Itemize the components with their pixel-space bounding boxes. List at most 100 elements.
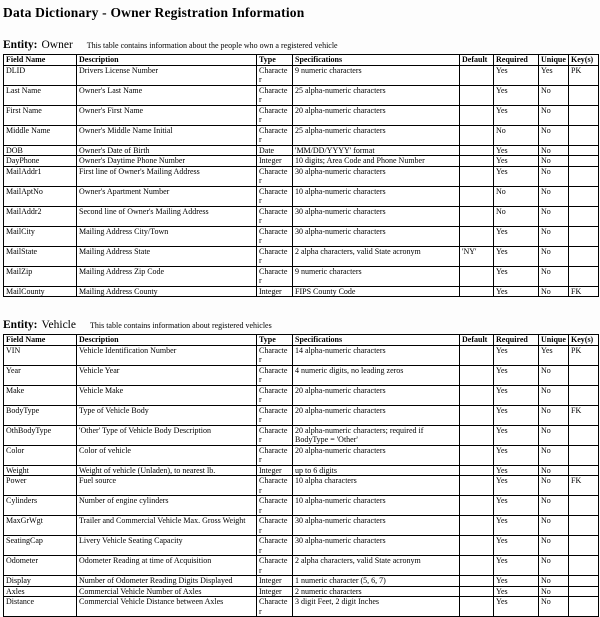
cell [459,124,494,146]
table-row: Weight Weight of vehicle (Unladen), to ne… [3,464,599,476]
cell: Character [256,404,293,426]
cell: 10 alpha-numeric characters [292,495,460,516]
cell: Yes [538,344,569,366]
cell: 'NY' [459,245,494,267]
header-row: Field Name Description Type Specifications D… [3,54,599,66]
cell: Second line of Owner's Mailing Address [76,205,257,227]
cell: Owner's Last Name [76,84,257,106]
cell: 10 alpha characters [292,475,460,496]
column-header: Default [459,54,494,66]
entity-label: Entity: [3,39,38,51]
cell: Integer [256,585,293,597]
cell: FK [568,404,599,426]
cell: No [538,205,569,227]
cell: No [538,475,569,496]
cell: Integer [256,464,293,476]
table-row: BodyType Type of Vehicle Body Character 20 … [3,404,599,426]
cell: Mailing Address County [76,285,257,297]
cell: Integer [256,285,293,297]
cell [459,285,494,297]
cell: Character [256,444,293,466]
cell: No [538,585,569,597]
cell: VIN [3,344,77,366]
table-row: MaxGrWgt Trailer and Commercial Vehicle M… [3,515,599,536]
cell [568,515,599,536]
cell: 'Other' Type of Vehicle Body Description [76,424,257,446]
cell: Odometer [3,555,77,576]
cell: Yes [493,155,539,167]
owner-table: Field Name Description Type Specifications D… [3,54,599,297]
column-header: Unique [538,54,569,66]
cell: No [538,245,569,267]
table-row: MailZip Mailing Address Zip Code Character… [3,265,599,287]
cell: 30 alpha-numeric characters [292,225,460,247]
entity-heading-vehicle: Entity: Vehicle This table contains info… [3,315,597,333]
cell: MailState [3,245,77,267]
cell [459,185,494,207]
cell: 1 numeric character (5, 6, 7) [292,575,460,587]
cell [459,475,494,496]
cell [568,464,599,476]
cell: 25 alpha-numeric characters [292,124,460,146]
cell [459,424,494,446]
cell: No [538,404,569,426]
table-row: MailCounty Mailing Address County Integer F… [3,285,599,297]
cell: No [538,265,569,287]
cell [568,155,599,167]
cell: No [538,124,569,146]
cell: Yes [493,265,539,287]
cell: Character [256,384,293,406]
cell: Last Name [3,84,77,106]
cell: Owner's Date of Birth [76,144,257,156]
cell: 30 alpha-numeric characters [292,165,460,187]
cell: Yes [493,444,539,466]
table-row: Power Fuel source Character 10 alpha charac… [3,475,599,496]
cell: up to 6 digits [292,464,460,476]
cell: Cylinders [3,495,77,516]
cell: Display [3,575,77,587]
cell [459,404,494,426]
cell [568,444,599,466]
cell: 2 numeric characters [292,585,460,597]
cell: BodyType [3,404,77,426]
cell: No [538,144,569,156]
cell: Distance [3,596,77,617]
column-header: Specifications [292,334,460,346]
cell [459,575,494,587]
table-row: First Name Owner's First Name Character 20 … [3,104,599,126]
cell: Character [256,245,293,267]
cell: Character [256,596,293,617]
cell: Character [256,84,293,106]
column-header: Key(s) [568,334,599,346]
cell: No [493,205,539,227]
cell: 25 alpha-numeric characters [292,84,460,106]
table-row: MailAddr1 First line of Owner's Mailing A… [3,165,599,187]
cell: Integer [256,575,293,587]
cell: First line of Owner's Mailing Address [76,165,257,187]
cell [459,144,494,156]
table-row: Display Number of Odometer Reading Digits… [3,575,599,587]
entity-section-owner: Entity: Owner This table contains inform… [2,35,599,297]
cell: 10 digits; Area Code and Phone Number [292,155,460,167]
column-header: Required [493,334,539,346]
cell: 9 numeric characters [292,265,460,287]
cell: Yes [493,104,539,126]
cell: 4 numeric digits, no leading zeros [292,364,460,386]
cell: PK [568,344,599,366]
cell: 2 alpha characters, valid State acronym [292,555,460,576]
cell: No [538,364,569,386]
table-row: Axles Commercial Vehicle Number of Axles I… [3,585,599,597]
table-row: MailState Mailing Address State Character 2… [3,245,599,267]
cell: Weight of vehicle (Unladen), to nearest … [76,464,257,476]
cell [459,64,494,86]
cell: SeatingCap [3,535,77,556]
table-row: SeatingCap Livery Vehicle Seating Capacit… [3,535,599,556]
entity-label: Entity: [3,319,38,331]
cell: No [538,596,569,617]
cell: Owner's Middle Name Initial [76,124,257,146]
table-row: Last Name Owner's Last Name Character 25 al… [3,84,599,106]
cell: DLID [3,64,77,86]
cell: MailCounty [3,285,77,297]
column-header: Type [256,54,293,66]
